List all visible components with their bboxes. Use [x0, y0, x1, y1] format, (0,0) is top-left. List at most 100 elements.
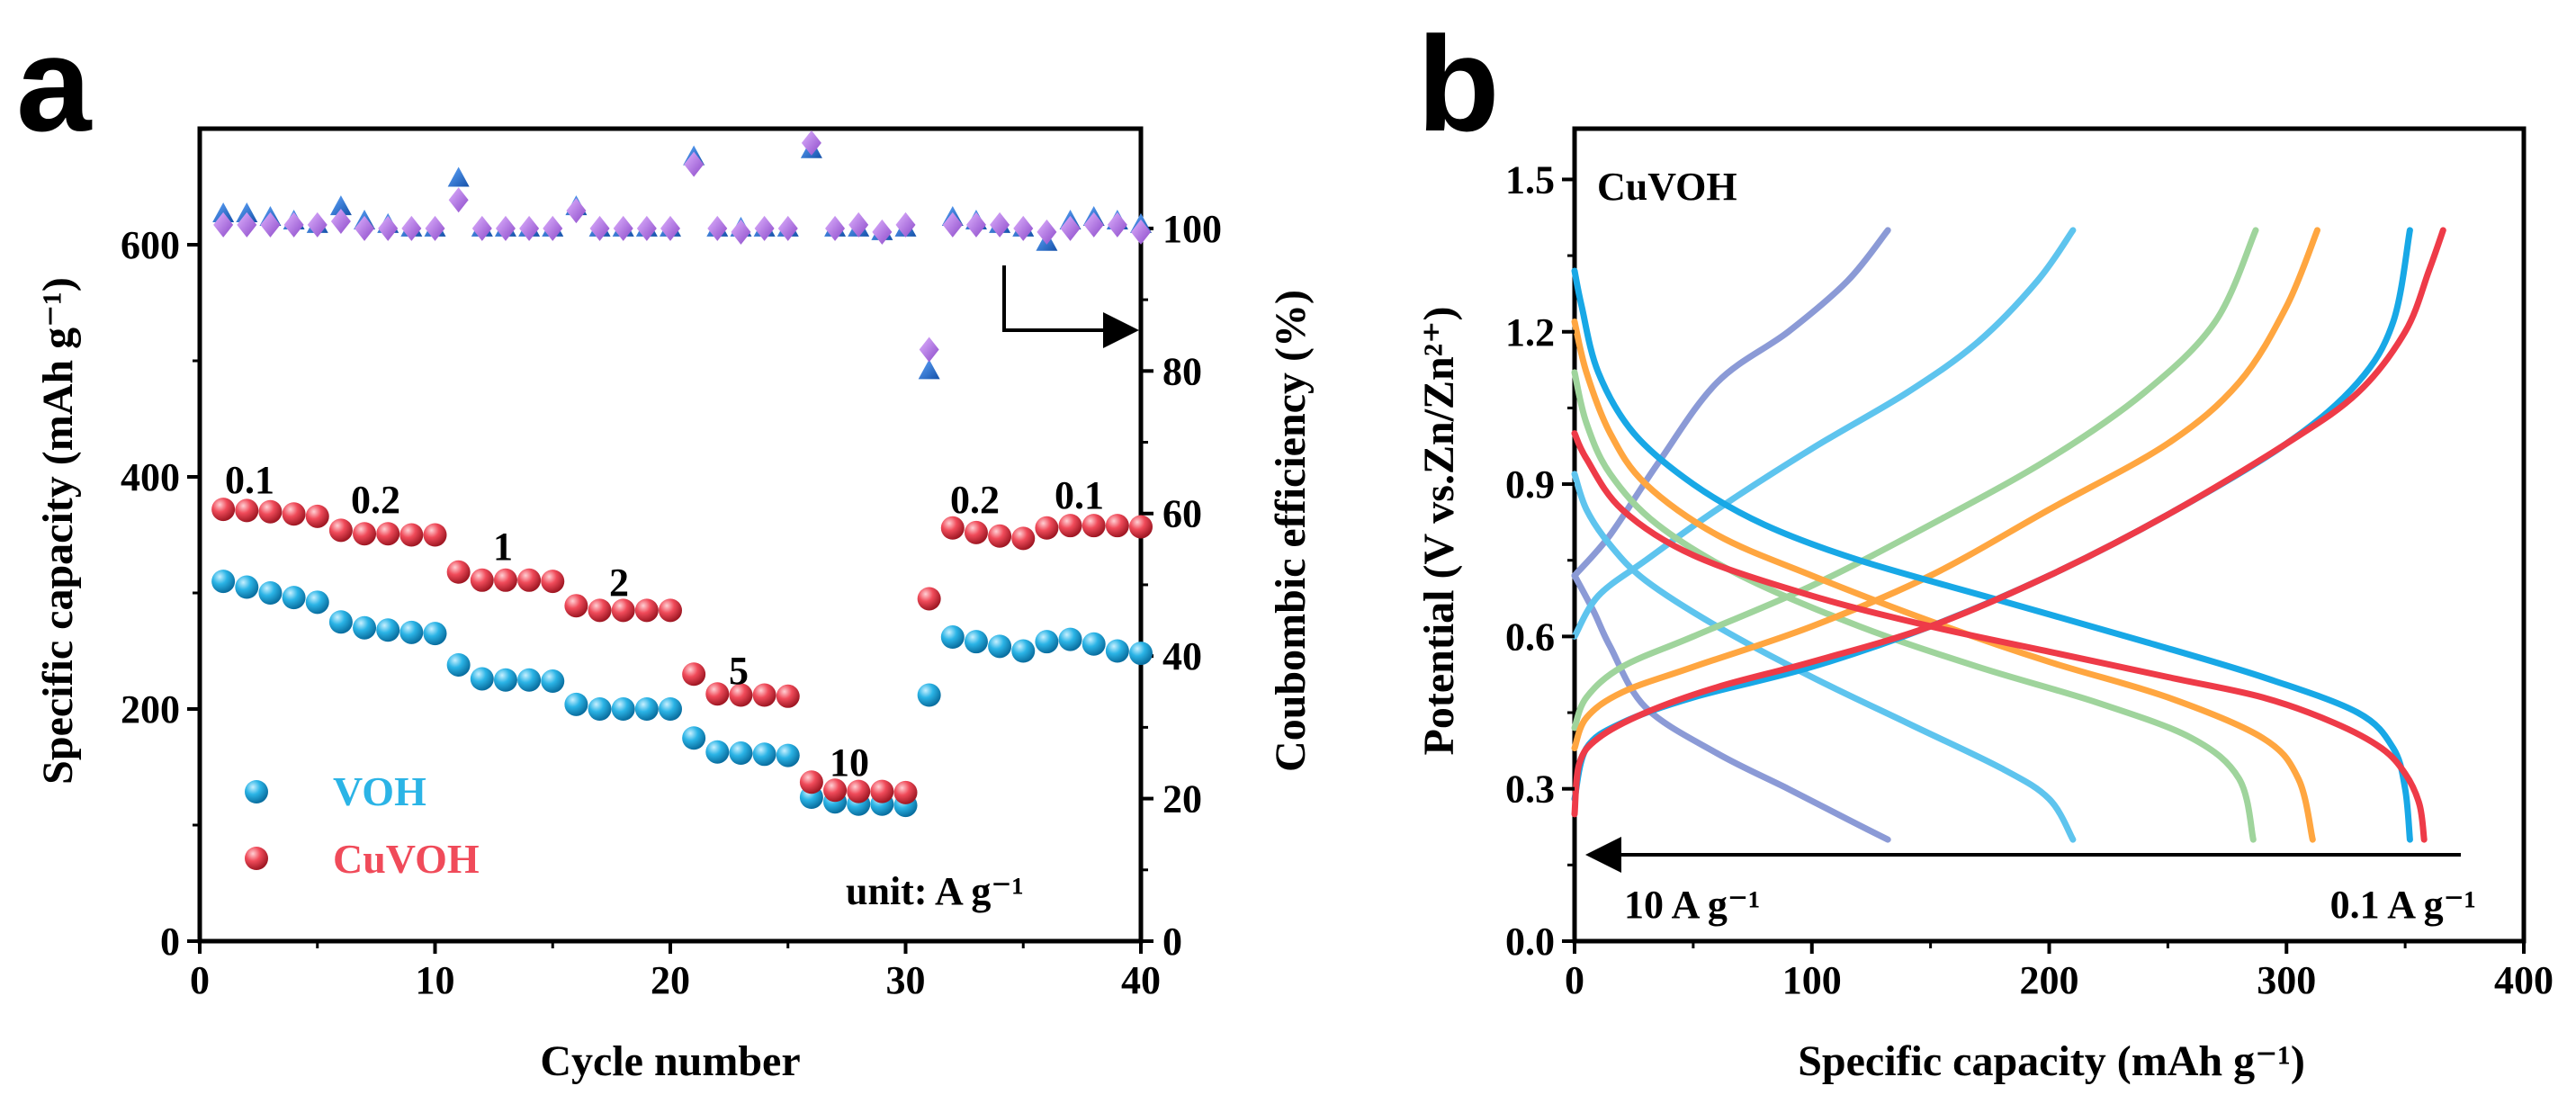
- point-cuvoh: [235, 498, 259, 523]
- point-cuvoh: [423, 523, 447, 547]
- point-cuvoh: [1082, 514, 1106, 538]
- point-voh: [1105, 639, 1129, 663]
- point-cuvoh: [258, 499, 283, 524]
- x-tick-label-a: 40: [1121, 958, 1161, 1002]
- point-cuvoh: [1011, 526, 1036, 551]
- point-cuvoh-ce: [990, 211, 1010, 238]
- point-voh: [423, 622, 447, 646]
- discharge-curve-10: [1571, 572, 1891, 843]
- y-tick-label-a: 600: [121, 223, 180, 267]
- point-voh: [611, 697, 635, 721]
- panel-b-charge-discharge: 0 100 200 300 400 0.0 0.3 0.6 0.9 1.2 1.5 CuVOH 10…: [1415, 126, 2554, 1085]
- point-voh: [258, 581, 283, 605]
- point-cuvoh: [682, 662, 706, 687]
- point-cuvoh: [305, 504, 329, 528]
- x-tick-label-b: 0: [1565, 958, 1584, 1002]
- rate-label-0-2-return: 0.2: [950, 478, 1000, 522]
- rate-label-5: 5: [729, 649, 749, 693]
- point-cuvoh: [659, 598, 682, 623]
- point-cuvoh-ce: [1037, 219, 1057, 245]
- y-tick-label-b: 1.5: [1505, 157, 1555, 202]
- x-tick-label-b: 200: [2020, 958, 2079, 1002]
- point-cuvoh: [776, 684, 800, 708]
- x-tick-label-b: 100: [1782, 958, 1842, 1002]
- point-voh: [517, 668, 542, 692]
- x-axis-title-a: Cycle number: [540, 1037, 800, 1085]
- point-voh: [988, 634, 1012, 659]
- point-cuvoh: [988, 524, 1012, 548]
- point-cuvoh-ce: [1107, 211, 1127, 238]
- point-voh: [588, 697, 612, 721]
- y2-tick-label-a: 80: [1162, 349, 1202, 393]
- point-voh: [1011, 639, 1036, 663]
- legend: VOH CuVOH: [245, 768, 480, 882]
- point-cuvoh-ce: [237, 211, 257, 238]
- point-cuvoh: [1129, 515, 1153, 539]
- y-tick-label-b: 0.0: [1505, 920, 1555, 964]
- legend-marker-cuvoh: [245, 847, 268, 870]
- discharge-curve-0-1: [1571, 430, 2428, 843]
- point-cuvoh-ce: [801, 130, 821, 156]
- point-voh-ce: [918, 359, 940, 380]
- y2-tick-label-a: 20: [1162, 777, 1202, 821]
- charge-curve-2: [1571, 227, 2259, 732]
- y2-tick-label-a: 60: [1162, 492, 1202, 536]
- point-cuvoh-ce: [777, 215, 798, 241]
- point-cuvoh-ce: [283, 211, 304, 238]
- y2-axis-title-a: Coubombic efficiency (%): [1267, 290, 1315, 772]
- rate-label-10: 10: [830, 740, 869, 785]
- point-cuvoh: [940, 516, 965, 540]
- point-voh: [541, 669, 565, 694]
- rate-label-0-2: 0.2: [351, 478, 400, 522]
- point-cuvoh: [328, 518, 353, 543]
- point-voh: [282, 586, 306, 610]
- y-axis-title-a: Specific capacity (mAh g⁻¹): [34, 277, 82, 785]
- point-voh: [705, 740, 730, 764]
- point-voh: [940, 625, 965, 650]
- point-cuvoh-ce: [707, 215, 728, 241]
- point-voh: [659, 697, 682, 721]
- legend-marker-voh: [245, 780, 268, 803]
- legend-label-voh: VOH: [333, 768, 426, 814]
- point-cuvoh-ce: [919, 337, 939, 363]
- point-cuvoh: [964, 520, 988, 544]
- point-cuvoh: [799, 770, 823, 794]
- point-cuvoh: [211, 498, 236, 522]
- point-voh: [1129, 642, 1153, 666]
- panel-b-title: CuVOH: [1597, 165, 1737, 209]
- point-cuvoh-ce: [660, 215, 680, 241]
- point-cuvoh: [517, 568, 542, 592]
- point-cuvoh-ce: [260, 211, 281, 238]
- y-tick-label-b: 1.2: [1505, 310, 1555, 355]
- point-cuvoh-ce: [613, 215, 633, 241]
- point-voh: [470, 667, 494, 691]
- point-cuvoh-ce: [307, 211, 328, 238]
- charge-curve-1: [1571, 227, 2320, 751]
- rate-label-0-1: 0.1: [225, 458, 274, 502]
- point-cuvoh-ce: [825, 215, 846, 241]
- point-cuvoh: [376, 522, 400, 546]
- point-cuvoh: [353, 522, 377, 546]
- point-voh: [1058, 627, 1082, 651]
- point-cuvoh-ce: [684, 151, 705, 177]
- rate-label-0-1-return: 0.1: [1055, 473, 1104, 517]
- x-tick-label-b: 400: [2494, 958, 2554, 1002]
- point-cuvoh: [493, 568, 517, 592]
- point-cuvoh-ce: [1083, 211, 1104, 238]
- point-voh-ce: [329, 195, 352, 216]
- y-tick-label-b: 0.3: [1505, 767, 1555, 812]
- point-cuvoh: [470, 568, 494, 592]
- point-cuvoh-ce: [330, 208, 351, 234]
- point-cuvoh-ce: [965, 211, 986, 238]
- point-cuvoh-ce: [566, 198, 587, 224]
- y-tick-label-b: 0.6: [1505, 615, 1555, 659]
- charge-curve-5: [1571, 227, 2077, 640]
- point-cuvoh-ce: [895, 211, 916, 238]
- point-cuvoh: [705, 682, 730, 706]
- panel-label-a: a: [16, 8, 93, 159]
- x-tick-label-a: 10: [416, 958, 455, 1002]
- point-cuvoh-ce: [543, 215, 563, 241]
- point-voh: [634, 697, 659, 721]
- point-cuvoh-ce: [355, 215, 375, 241]
